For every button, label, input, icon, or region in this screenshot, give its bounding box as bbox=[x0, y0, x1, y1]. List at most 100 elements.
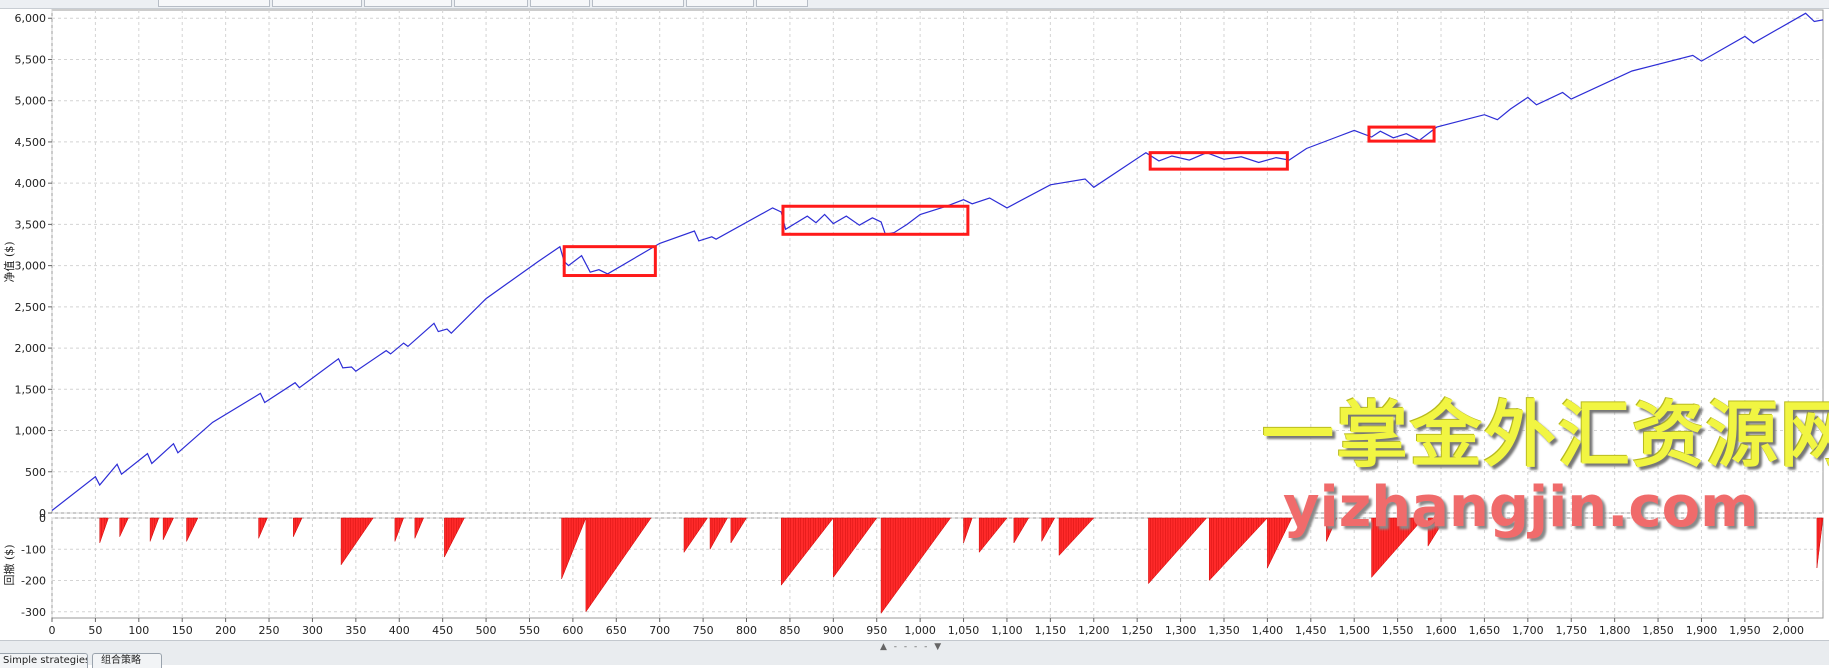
top-tab[interactable] bbox=[756, 0, 808, 7]
equity-y-tick-label: 6,000 bbox=[15, 12, 47, 25]
equity-y-tick-label: 0 bbox=[39, 507, 46, 520]
x-tick-label: 1,500 bbox=[1338, 624, 1370, 637]
tab-portfolio-strategies[interactable]: 组合策略 bbox=[92, 653, 162, 668]
equity-y-tick-label: 5,000 bbox=[15, 95, 47, 108]
equity-y-axis-label: 净值 ($) bbox=[2, 241, 16, 282]
highlight-box bbox=[781, 204, 970, 236]
drawdown-area bbox=[162, 517, 174, 540]
x-tick-label: 1,700 bbox=[1512, 624, 1544, 637]
x-tick-label: 350 bbox=[345, 624, 366, 637]
x-tick-label: 1,900 bbox=[1686, 624, 1718, 637]
x-tick-label: 1,400 bbox=[1252, 624, 1284, 637]
drawdown-area bbox=[444, 517, 465, 558]
equity-plot-frame bbox=[51, 9, 1824, 514]
drawdown-area bbox=[1371, 517, 1425, 579]
x-tick-label: 1,550 bbox=[1382, 624, 1414, 637]
tab-simple-strategies[interactable]: Simple strategies bbox=[0, 653, 88, 668]
x-tick-label: 1,600 bbox=[1425, 624, 1457, 637]
x-tick-label: 1,150 bbox=[1035, 624, 1067, 637]
top-tab[interactable] bbox=[454, 0, 528, 7]
drawdown-area bbox=[340, 517, 374, 566]
drawdown-area bbox=[585, 517, 652, 613]
x-tick-label: 600 bbox=[562, 624, 583, 637]
top-tab[interactable] bbox=[592, 0, 684, 7]
drawdown-area bbox=[1041, 517, 1056, 543]
equity-drawdown-chart: 05001,0001,5002,0002,5003,0003,5004,0004… bbox=[2, 9, 1824, 637]
x-tick-label: 1,450 bbox=[1295, 624, 1327, 637]
x-tick-label: 100 bbox=[128, 624, 149, 637]
drawdown-y-tick-label: -100 bbox=[21, 543, 46, 556]
drawdown-area bbox=[1326, 517, 1338, 542]
x-tick-label: 500 bbox=[476, 624, 497, 637]
equity-y-tick-label: 2,500 bbox=[15, 301, 47, 314]
equity-y-tick-label: 500 bbox=[25, 466, 46, 479]
x-tick-label: 50 bbox=[88, 624, 102, 637]
x-tick-label: 1,750 bbox=[1555, 624, 1587, 637]
x-tick-label: 250 bbox=[259, 624, 280, 637]
drawdown-area bbox=[1013, 517, 1030, 544]
x-tick-label: 650 bbox=[606, 624, 627, 637]
top-tab-strip bbox=[0, 0, 1829, 9]
x-tick-label: 1,350 bbox=[1208, 624, 1240, 637]
drawdown-area bbox=[833, 517, 878, 579]
x-tick-label: 1,950 bbox=[1729, 624, 1761, 637]
top-tab[interactable] bbox=[530, 0, 590, 7]
x-tick-label: 550 bbox=[519, 624, 540, 637]
x-tick-label: 400 bbox=[389, 624, 410, 637]
bottom-tab-bar: Simple strategies 组合策略 bbox=[0, 640, 1829, 668]
watermark-chinese: 一掌金外汇资源网 bbox=[1262, 393, 1829, 477]
x-tick-label: 900 bbox=[823, 624, 844, 637]
x-tick-label: 700 bbox=[649, 624, 670, 637]
top-tab[interactable] bbox=[364, 0, 452, 7]
drawdown-y-tick-label: -200 bbox=[21, 575, 46, 588]
drawdown-y-axis-label: 回撤 ($) bbox=[2, 544, 16, 585]
highlight-boxes bbox=[562, 125, 1436, 278]
equity-y-tick-label: 2,000 bbox=[15, 342, 47, 355]
equity-y-tick-label: 4,500 bbox=[15, 136, 47, 149]
highlight-box bbox=[1148, 151, 1289, 171]
x-tick-label: 1,000 bbox=[904, 624, 936, 637]
drawdown-y-tick-label: -300 bbox=[21, 606, 46, 619]
x-tick-label: 300 bbox=[302, 624, 323, 637]
x-tick-label: 1,850 bbox=[1642, 624, 1674, 637]
drawdown-area bbox=[780, 517, 834, 586]
equity-y-tick-label: 1,500 bbox=[15, 383, 47, 396]
watermark-url: yizhangjin.com bbox=[1283, 475, 1759, 540]
equity-y-tick-label: 3,000 bbox=[15, 260, 47, 273]
x-axis-ticks: 0 50 100 150 200 250 300 350 400 450 500 550 600 650 7… bbox=[49, 618, 1805, 637]
drawdown-area bbox=[683, 517, 708, 554]
top-tab[interactable] bbox=[272, 0, 362, 7]
drawdown-series bbox=[99, 517, 1824, 615]
x-tick-label: 1,050 bbox=[948, 624, 980, 637]
equity-y-tick-label: 5,500 bbox=[15, 53, 47, 66]
drawdown-area bbox=[186, 517, 199, 542]
x-tick-label: 1,800 bbox=[1599, 624, 1631, 637]
x-tick-label: 1,100 bbox=[991, 624, 1023, 637]
splitter-handle[interactable]: ▲ - - - - ▼ bbox=[880, 642, 944, 652]
drawdown-area bbox=[730, 517, 747, 544]
equity-grid bbox=[51, 10, 1823, 514]
x-tick-label: 750 bbox=[693, 624, 714, 637]
highlight-box bbox=[1367, 125, 1436, 143]
top-tab[interactable] bbox=[158, 0, 270, 7]
equity-y-tick-label: 1,000 bbox=[15, 425, 47, 438]
x-tick-label: 1,250 bbox=[1121, 624, 1153, 637]
x-tick-label: 950 bbox=[866, 624, 887, 637]
equity-y-tick-label: 3,500 bbox=[15, 218, 47, 231]
x-tick-label: 150 bbox=[172, 624, 193, 637]
x-tick-label: 200 bbox=[215, 624, 236, 637]
x-tick-label: 1,200 bbox=[1078, 624, 1110, 637]
equity-y-tick-label: 4,000 bbox=[15, 177, 47, 190]
x-tick-label: 800 bbox=[736, 624, 757, 637]
x-tick-label: 1,300 bbox=[1165, 624, 1197, 637]
highlight-box bbox=[562, 245, 657, 278]
x-tick-label: 2,000 bbox=[1773, 624, 1805, 637]
top-tab[interactable] bbox=[686, 0, 754, 7]
x-tick-label: 450 bbox=[432, 624, 453, 637]
drawdown-y-tick-label: 0 bbox=[39, 512, 46, 525]
drawdown-y-ticks: 0 -100 -200 -300 bbox=[21, 512, 46, 619]
drawdown-area bbox=[1058, 517, 1095, 557]
x-tick-label: 0 bbox=[49, 624, 56, 637]
x-tick-label: 850 bbox=[779, 624, 800, 637]
equity-y-ticks: 0 500 1,000 1,500 2,000 2,500 3,000 3,500 4,000 4… bbox=[15, 12, 52, 520]
